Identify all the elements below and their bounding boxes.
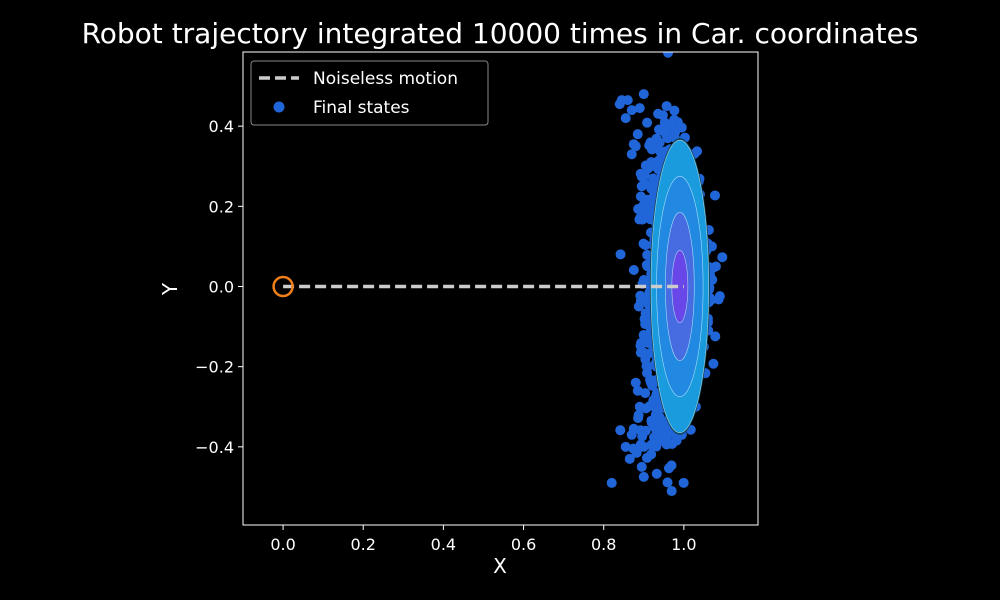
final-state-point xyxy=(622,95,633,106)
final-state-point xyxy=(661,423,672,434)
axis-ticks: 0.0 0.2 0.4 0.6 0.8 1.0 −0.4 −0.2 0.0 0.2 0.4 xyxy=(195,117,696,554)
final-state-point xyxy=(710,331,721,342)
final-state-point xyxy=(642,249,653,260)
final-state-point xyxy=(638,441,649,452)
legend-noiseless-motion: Noiseless motion xyxy=(313,69,458,89)
final-state-point xyxy=(626,105,637,116)
final-state-point xyxy=(631,447,642,458)
final-state-point xyxy=(657,110,668,121)
y-axis-label: Y xyxy=(158,282,182,296)
y-tick-label: −0.4 xyxy=(195,438,234,457)
final-state-point xyxy=(650,409,661,420)
legend-box xyxy=(250,60,489,126)
final-state-point xyxy=(628,264,639,275)
x-tick-label: 1.0 xyxy=(671,535,696,554)
y-tick-label: 0.4 xyxy=(209,117,234,136)
final-state-point xyxy=(634,103,645,114)
final-state-point xyxy=(645,137,656,148)
final-state-point xyxy=(632,129,643,140)
final-state-point xyxy=(636,171,647,182)
final-state-point xyxy=(636,181,647,192)
final-state-point xyxy=(641,259,652,270)
final-state-point xyxy=(633,301,644,312)
x-tick-label: 0.8 xyxy=(591,535,616,554)
final-state-point xyxy=(615,249,626,260)
final-state-point xyxy=(717,252,728,263)
final-state-point xyxy=(637,214,648,225)
final-state-point xyxy=(642,117,653,128)
final-state-point xyxy=(661,101,672,112)
y-tick-label: 0.2 xyxy=(209,197,234,216)
final-state-point xyxy=(663,52,674,58)
final-state-point xyxy=(651,441,662,452)
y-tick-label: −0.2 xyxy=(195,358,234,377)
final-state-point xyxy=(666,486,677,497)
legend-point-swatch xyxy=(273,101,285,113)
final-state-point xyxy=(606,477,617,488)
x-tick-label: 0.4 xyxy=(431,535,456,554)
final-state-point xyxy=(636,461,647,472)
final-state-point xyxy=(632,385,643,396)
final-state-point xyxy=(678,477,689,488)
final-state-point xyxy=(663,463,674,474)
final-state-point xyxy=(657,431,668,442)
final-state-point xyxy=(635,290,646,301)
start-marker xyxy=(272,275,294,298)
x-tick-label: 0.2 xyxy=(351,535,376,554)
x-tick-label: 0.0 xyxy=(270,535,295,554)
y-tick-label: 0.0 xyxy=(209,277,234,296)
final-state-point xyxy=(628,423,639,434)
final-state-point xyxy=(710,261,721,272)
final-state-point xyxy=(638,89,649,100)
final-state-point xyxy=(640,240,651,251)
plot-area xyxy=(272,52,728,497)
final-state-point xyxy=(630,141,641,152)
final-state-point xyxy=(630,377,641,388)
final-state-point xyxy=(670,126,681,137)
final-state-point xyxy=(646,449,657,460)
final-state-point xyxy=(633,413,644,424)
legend: Noiseless motion Final states xyxy=(250,60,489,126)
final-state-point xyxy=(662,477,673,488)
x-tick-label: 0.6 xyxy=(511,535,536,554)
final-state-point xyxy=(692,146,703,157)
final-state-point xyxy=(708,358,719,369)
final-state-point xyxy=(646,417,657,428)
final-state-point xyxy=(638,275,649,286)
final-state-point xyxy=(642,161,653,172)
plot-frame xyxy=(242,51,759,526)
final-state-point xyxy=(710,190,721,201)
final-state-point xyxy=(669,105,680,116)
final-state-point xyxy=(620,441,631,452)
final-state-point xyxy=(638,471,649,482)
final-state-point xyxy=(641,360,652,371)
final-state-point xyxy=(662,133,673,144)
final-state-point xyxy=(634,401,645,412)
final-state-point xyxy=(626,149,637,160)
final-state-point xyxy=(615,425,626,436)
final-state-point xyxy=(635,347,646,358)
final-state-point xyxy=(644,400,655,411)
final-state-point xyxy=(672,117,683,128)
x-axis-label: X xyxy=(493,554,507,578)
final-state-point xyxy=(640,425,651,436)
final-state-point xyxy=(624,453,635,464)
final-state-point xyxy=(651,468,662,479)
legend-final-states: Final states xyxy=(313,98,410,118)
final-state-point xyxy=(706,241,717,252)
final-state-point xyxy=(620,113,631,124)
chart-title: Robot trajectory integrated 10000 times … xyxy=(82,17,919,50)
final-state-point xyxy=(713,294,724,305)
